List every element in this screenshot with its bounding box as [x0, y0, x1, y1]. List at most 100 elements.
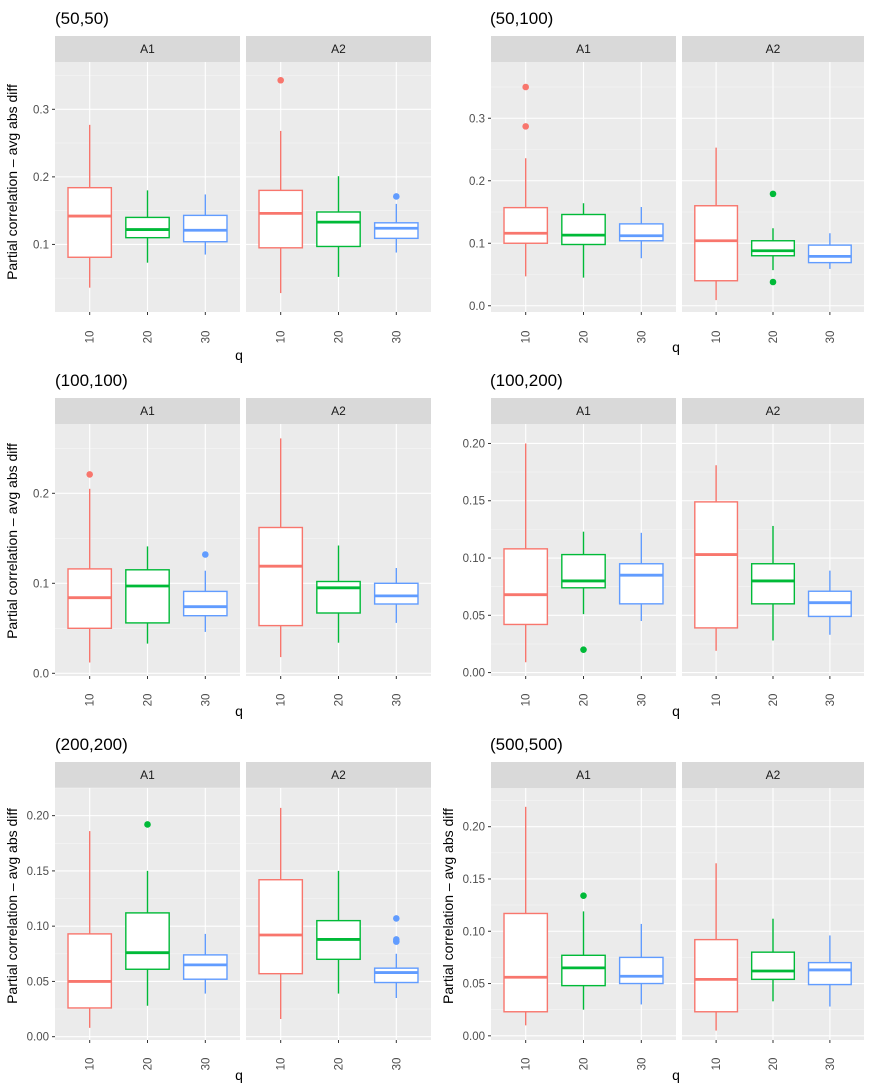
y-tick-label: 0.1: [33, 578, 49, 590]
facet-panel-a2: A2 10 20 30: [682, 398, 864, 706]
box-iqr: [561, 213, 606, 246]
x-tick-label: 20: [768, 694, 780, 707]
facet-strip-label: A1: [140, 404, 155, 418]
box-iqr: [618, 956, 664, 985]
x-axis-title: q: [235, 347, 243, 363]
box-iqr: [125, 569, 170, 624]
outlier-point: [580, 892, 587, 900]
x-tick-label: 10: [521, 694, 533, 707]
y-tick-label: 0.20: [27, 811, 49, 823]
box-iqr: [618, 223, 664, 242]
y-axis-title: Partial correlation – avg abs diff: [4, 443, 20, 639]
facet-strip-label: A1: [576, 42, 591, 56]
box-iqr: [258, 526, 304, 627]
y-tick-label: 0.10: [463, 926, 485, 938]
facet-strip-label: A1: [140, 768, 155, 782]
outlier-point: [393, 915, 400, 922]
box-iqr: [258, 879, 304, 975]
box-q10: [503, 83, 549, 277]
y-tick-label: 0.3: [469, 113, 485, 125]
x-tick-label: 30: [636, 1058, 648, 1071]
y-tick-label: 0.00: [27, 1032, 49, 1044]
facet-panel-a1: A1 10 20 30: [491, 36, 676, 343]
x-tick-label: 10: [85, 694, 97, 707]
y-tick-label: 0.15: [463, 496, 485, 508]
y-tick-label: 0.15: [463, 874, 485, 886]
facet-panel-a2: A2 10 20 30: [246, 36, 431, 343]
facet-strip-label: A2: [766, 42, 781, 56]
x-tick-label: 10: [521, 1058, 533, 1071]
box-q20: [125, 546, 170, 644]
box-q30: [618, 207, 664, 259]
box-iqr: [694, 501, 739, 629]
box-iqr: [750, 951, 796, 981]
facet-strip-label: A2: [766, 404, 781, 418]
box-q20: [125, 821, 170, 1006]
box-iqr: [316, 580, 361, 614]
y-tick-label: 0.10: [463, 553, 485, 565]
x-tick-label: 30: [825, 694, 837, 707]
box-q20: [316, 545, 361, 643]
outlier-point: [580, 646, 587, 653]
box-q30: [807, 935, 852, 1007]
x-axis-title: q: [672, 703, 680, 719]
box-iqr: [694, 938, 739, 1013]
y-tick-label: 0.05: [463, 979, 485, 991]
chart-50-50: (50,50) Partial correlation – avg abs dif…: [4, 9, 431, 363]
box-q30: [182, 933, 228, 994]
outlier-point: [522, 123, 529, 130]
x-tick-label: 10: [85, 331, 97, 344]
y-tick-label: 0.05: [27, 976, 49, 988]
facet-strip: [55, 36, 240, 62]
x-tick-label: 30: [391, 331, 403, 344]
box-q10: [694, 863, 739, 1031]
y-tick-label: 0.15: [27, 866, 49, 878]
x-tick-label: 30: [391, 1058, 403, 1071]
facet-strip-label: A1: [576, 768, 591, 782]
box-q10: [503, 806, 549, 1026]
x-tick-label: 30: [200, 694, 212, 707]
box-iqr: [182, 590, 228, 617]
box-q30: [373, 915, 419, 998]
box-iqr: [694, 205, 739, 282]
x-axis-title: q: [672, 339, 680, 355]
y-tick-label: 0.1: [33, 239, 49, 251]
facet-strip-label: A2: [331, 404, 346, 418]
x-tick-label: 20: [768, 331, 780, 344]
x-tick-label: 20: [579, 1058, 591, 1071]
facet-panel-a2: A2 10 20 30: [246, 398, 431, 706]
box-q10: [67, 124, 113, 288]
y-tick-label: 0.20: [463, 438, 485, 450]
facet-strip-label: A2: [331, 42, 346, 56]
outlier-point: [277, 76, 284, 84]
y-tick-label: 0.3: [33, 104, 49, 116]
box-q10: [67, 831, 113, 1028]
y-tick-label: 0.00: [463, 1031, 485, 1043]
box-q20: [561, 892, 606, 1010]
box-q20: [316, 176, 361, 277]
chart-500-500: (500,500) Partial correlation – avg abs d…: [440, 735, 864, 1083]
box-q10: [694, 465, 739, 651]
box-iqr: [182, 214, 228, 243]
box-q30: [618, 532, 664, 622]
box-q30: [373, 193, 419, 253]
box-q30: [618, 923, 664, 1005]
box-iqr: [125, 912, 170, 970]
facet-strip: [491, 398, 676, 424]
box-iqr: [750, 240, 796, 257]
box-iqr: [503, 548, 549, 626]
box-q20: [316, 870, 361, 994]
box-q10: [258, 807, 304, 1019]
x-tick-label: 10: [711, 1058, 723, 1071]
facet-panel-a1: A1 10 20 30: [55, 36, 240, 343]
y-axis-title: Partial correlation – avg abs diff: [4, 84, 20, 280]
box-iqr: [807, 961, 852, 986]
chart-title: (200,200): [55, 735, 128, 754]
facet-panel-a2: A2 10 20 30: [246, 762, 431, 1070]
box-q30: [182, 551, 228, 632]
box-q20: [125, 190, 170, 263]
y-tick-label: 0.0: [469, 301, 485, 313]
facet-strip: [682, 398, 864, 424]
chart-title: (50,50): [55, 9, 109, 28]
